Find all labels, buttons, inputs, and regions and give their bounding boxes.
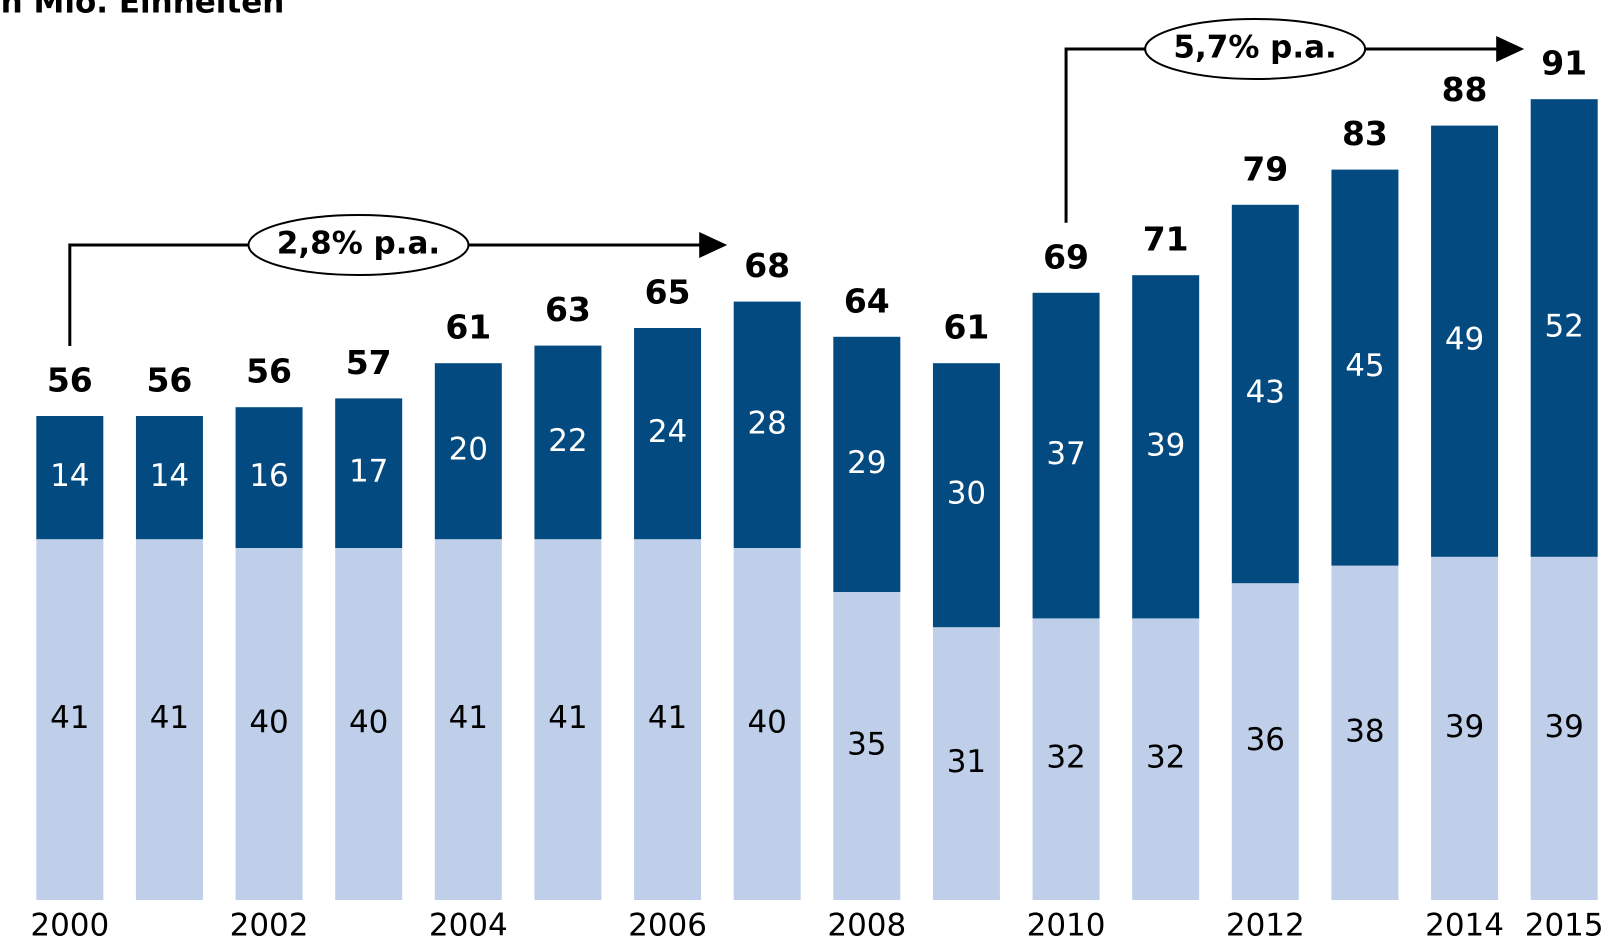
total-label: 91: [1541, 44, 1587, 83]
bar-segment: [1530, 556, 1598, 900]
bar-segment: [634, 539, 702, 900]
bar-segment: [135, 539, 203, 900]
total-label: 63: [545, 290, 591, 329]
x-tick-label: 2012: [1226, 908, 1305, 944]
segment-label: 32: [1046, 740, 1085, 776]
bar-segment: [335, 548, 403, 900]
total-label: 88: [1442, 70, 1488, 109]
segment-label: 39: [1544, 709, 1583, 745]
bar-segment: [335, 398, 403, 548]
arrow-line: [68, 243, 702, 346]
bar-segment: [1032, 292, 1100, 619]
bar-segment: [534, 539, 602, 900]
bar-segment: [932, 627, 1000, 900]
segment-label: 39: [1445, 709, 1484, 745]
bar-segment: [434, 539, 502, 900]
segment-label: 41: [548, 700, 587, 736]
bar-segment: [1431, 556, 1499, 900]
total-label: 79: [1242, 149, 1288, 188]
segment-label: 41: [648, 700, 687, 736]
segment-label: 24: [648, 414, 687, 450]
bar-segment: [135, 416, 203, 540]
total-label: 68: [744, 246, 790, 285]
total-label: 64: [844, 281, 890, 320]
segment-label: 17: [349, 454, 388, 490]
segment-label: 31: [947, 744, 986, 780]
bar-segment: [434, 363, 502, 540]
bar-segment: [1132, 275, 1200, 619]
bar-segment: [235, 407, 303, 548]
segment-label: 38: [1345, 713, 1384, 749]
segment-label: 32: [1146, 740, 1185, 776]
total-label: 56: [47, 361, 93, 400]
x-tick-label: 2015: [1525, 908, 1604, 944]
total-label: 71: [1143, 220, 1189, 259]
bar-segment: [1231, 583, 1299, 900]
segment-label: 39: [1146, 427, 1185, 463]
segment-label: 45: [1345, 348, 1384, 384]
annotation-bubble: [247, 214, 470, 276]
bar-segment: [634, 328, 702, 540]
arrow-head: [699, 232, 728, 258]
bar-segment: [1331, 565, 1399, 900]
bar-segment: [1530, 99, 1598, 557]
bar-segment: [833, 336, 901, 592]
segment-label: 14: [50, 458, 89, 494]
segment-label: 40: [249, 705, 288, 741]
total-label: 61: [943, 308, 989, 347]
bar-segment: [235, 548, 303, 900]
segment-label: 52: [1544, 309, 1583, 345]
bar-segment: [1032, 618, 1100, 900]
bar-segment: [733, 301, 801, 548]
segment-label: 16: [249, 458, 288, 494]
bar-segment: [1231, 204, 1299, 584]
segment-label: 37: [1046, 436, 1085, 472]
segment-label: 30: [947, 476, 986, 512]
annotation: 5,7% p.a.: [1173, 30, 1336, 66]
x-tick-label: 2014: [1425, 908, 1504, 944]
total-label: 69: [1043, 237, 1089, 276]
arrow-head: [1496, 36, 1525, 62]
segment-label: 41: [50, 700, 89, 736]
total-label: 56: [246, 352, 292, 391]
bar-segment: [833, 592, 901, 900]
segment-label: 20: [449, 432, 488, 468]
bar-segment: [1331, 169, 1399, 566]
segment-label: 35: [847, 727, 886, 763]
bar-segment: [36, 539, 104, 900]
total-label: 56: [146, 361, 192, 400]
segment-label: 22: [548, 423, 587, 459]
x-tick-label: 2010: [1027, 908, 1106, 944]
segment-label: 28: [747, 405, 786, 441]
segment-label: 40: [747, 705, 786, 741]
segment-label: 49: [1445, 322, 1484, 358]
annotation: 2,8% p.a.: [277, 226, 440, 262]
total-label: 61: [445, 308, 491, 347]
segment-label: 40: [349, 705, 388, 741]
bar-segment: [534, 345, 602, 540]
chart-title: in Mio. Einheiten: [0, 0, 284, 21]
segment-label: 14: [150, 458, 189, 494]
bar-segment: [1431, 125, 1499, 557]
bar-segment: [932, 363, 1000, 628]
total-label: 65: [645, 273, 691, 312]
segment-label: 29: [847, 445, 886, 481]
annotation-bubble: [1144, 18, 1367, 80]
bar-segment: [36, 416, 104, 540]
segment-label: 36: [1246, 722, 1285, 758]
x-tick-label: 2008: [827, 908, 906, 944]
segment-label: 41: [150, 700, 189, 736]
total-label: 57: [346, 343, 392, 382]
segment-label: 41: [449, 700, 488, 736]
x-tick-label: 2004: [429, 908, 508, 944]
segment-label: 43: [1246, 375, 1285, 411]
total-label: 83: [1342, 114, 1388, 153]
x-tick-label: 2006: [628, 908, 707, 944]
x-tick-label: 2000: [30, 908, 109, 944]
x-tick-label: 2002: [230, 908, 309, 944]
bar-segment: [733, 548, 801, 900]
bar-segment: [1132, 618, 1200, 900]
